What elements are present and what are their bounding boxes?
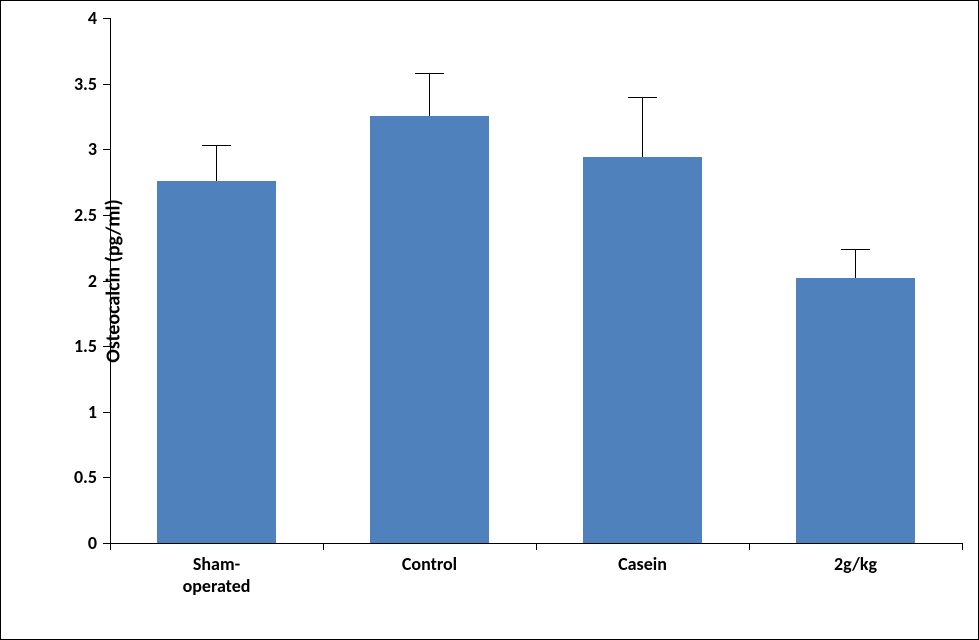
y-tick-label: 0.5	[74, 466, 97, 488]
y-tick-label: 3.5	[74, 73, 97, 95]
error-bar-line	[429, 73, 430, 116]
error-bar-cap	[415, 73, 444, 74]
bar	[370, 116, 489, 543]
y-tick-label: 4	[88, 7, 97, 29]
error-bar-line	[855, 249, 856, 278]
y-tick-mark	[103, 149, 110, 150]
y-tick-label: 1	[88, 401, 97, 423]
x-boundary-tick	[749, 543, 750, 550]
y-tick-mark	[103, 18, 110, 19]
error-bar-line	[642, 97, 643, 157]
x-boundary-tick	[536, 543, 537, 550]
x-tick-label: Control	[323, 554, 536, 576]
y-tick-label: 1.5	[74, 335, 97, 357]
y-tick-mark	[103, 346, 110, 347]
error-bar-cap	[202, 145, 231, 146]
bar	[157, 181, 276, 543]
x-tick-label: 2g/kg	[749, 554, 962, 576]
y-tick-label: 0	[88, 532, 97, 554]
error-bar-cap	[841, 249, 870, 250]
x-boundary-tick	[110, 543, 111, 550]
y-tick-mark	[103, 84, 110, 85]
chart-container: Osteocalcin (pg/ml) 00.511.522.533.54Sha…	[0, 0, 979, 640]
x-boundary-tick	[323, 543, 324, 550]
y-tick-mark	[103, 215, 110, 216]
y-tick-mark	[103, 281, 110, 282]
y-tick-label: 2	[88, 270, 97, 292]
x-tick-label: Sham- operated	[110, 554, 323, 597]
bar	[796, 278, 915, 543]
y-tick-label: 3	[88, 138, 97, 160]
y-tick-mark	[103, 477, 110, 478]
y-tick-label: 2.5	[74, 204, 97, 226]
error-bar-line	[216, 145, 217, 180]
y-axis-line	[110, 18, 111, 543]
x-boundary-tick	[962, 543, 963, 550]
y-tick-mark	[103, 412, 110, 413]
y-tick-mark	[103, 543, 110, 544]
x-tick-label: Casein	[536, 554, 749, 576]
error-bar-cap	[628, 97, 657, 98]
bar	[583, 157, 702, 543]
